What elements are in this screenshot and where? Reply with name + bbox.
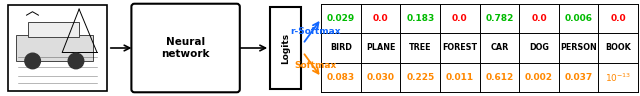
Text: 0.002: 0.002 (525, 73, 553, 82)
Text: 0.037: 0.037 (564, 73, 593, 82)
Text: BIRD: BIRD (330, 43, 352, 53)
Text: 0.011: 0.011 (446, 73, 474, 82)
Text: r-Softmax: r-Softmax (290, 27, 340, 36)
Text: TREE: TREE (409, 43, 431, 53)
FancyBboxPatch shape (131, 4, 240, 92)
Text: 0.225: 0.225 (406, 73, 435, 82)
Text: 0.612: 0.612 (485, 73, 513, 82)
Text: Neural
network: Neural network (161, 37, 210, 59)
Text: FOREST: FOREST (442, 43, 477, 53)
Text: CAR: CAR (490, 43, 509, 53)
Text: PERSON: PERSON (560, 43, 597, 53)
Text: $10^{-13}$: $10^{-13}$ (605, 71, 632, 84)
Text: BOOK: BOOK (605, 43, 631, 53)
Text: Logits: Logits (281, 32, 290, 64)
Text: PLANE: PLANE (366, 43, 396, 53)
Text: 0.0: 0.0 (611, 14, 626, 23)
Text: 0.0: 0.0 (531, 14, 547, 23)
Bar (8, 5, 107, 91)
Text: 0.029: 0.029 (327, 14, 355, 23)
Text: 0.782: 0.782 (485, 14, 514, 23)
Bar (270, 7, 301, 89)
Text: 0.0: 0.0 (373, 14, 388, 23)
Text: 0.183: 0.183 (406, 14, 435, 23)
Text: DOG: DOG (529, 43, 549, 53)
Circle shape (25, 53, 40, 69)
Bar (15, 35, 93, 61)
Text: 0.0: 0.0 (452, 14, 468, 23)
Bar (28, 22, 79, 37)
Text: Softmax: Softmax (294, 62, 336, 70)
Circle shape (68, 53, 84, 69)
Text: 0.006: 0.006 (564, 14, 593, 23)
Text: 0.083: 0.083 (327, 73, 355, 82)
Text: 0.030: 0.030 (367, 73, 395, 82)
